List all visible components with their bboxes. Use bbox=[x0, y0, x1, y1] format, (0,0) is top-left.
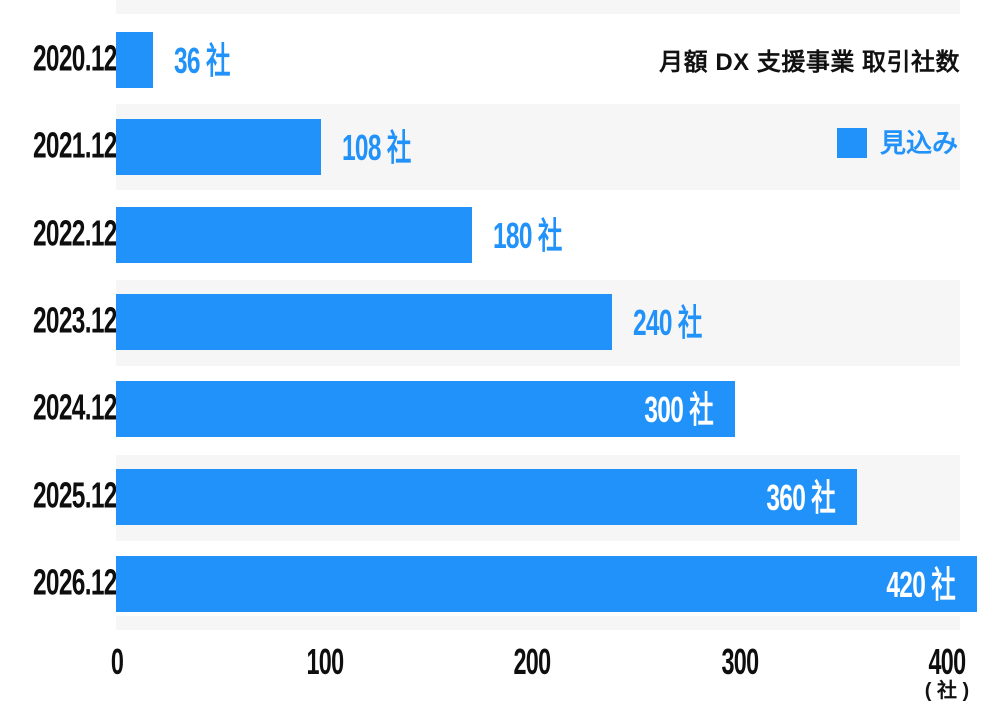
value-label: 300 社 bbox=[644, 389, 713, 431]
chart-row: 2026.12 420 社 bbox=[0, 540, 1000, 627]
chart-title: 月額 DX 支援事業 取引社数 bbox=[659, 49, 960, 76]
x-axis-tick-label: 400 bbox=[928, 641, 967, 682]
bar: 420 社 bbox=[116, 556, 977, 613]
row-stripe bbox=[116, 616, 960, 630]
legend-swatch-icon bbox=[837, 128, 867, 158]
value-label: 108 社 bbox=[342, 127, 411, 169]
value-label: 360 社 bbox=[766, 476, 835, 518]
value-label: 240 社 bbox=[633, 301, 702, 343]
bar bbox=[116, 119, 321, 176]
category-label: 2020.12 bbox=[32, 37, 117, 79]
x-axis-tick-label: 200 bbox=[513, 641, 552, 682]
legend-label: 見込み bbox=[880, 128, 959, 158]
x-axis-tick-label: 300 bbox=[721, 641, 759, 682]
axis-unit-label: ( 社 ) bbox=[924, 680, 970, 702]
category-label: 2026.12 bbox=[32, 561, 117, 603]
chart-row: 2023.12 240 社 bbox=[0, 278, 1000, 365]
chart-row: 2022.12 180 社 bbox=[0, 191, 1000, 278]
x-axis-tick-label: 100 bbox=[306, 641, 344, 682]
category-label: 2022.12 bbox=[32, 211, 117, 253]
bar bbox=[116, 206, 472, 263]
legend: 見込み bbox=[837, 128, 958, 158]
x-axis-tick-label: 0 bbox=[110, 641, 124, 682]
chart-row: 2021.12 108 社 bbox=[0, 104, 1000, 191]
bar: 300 社 bbox=[116, 381, 735, 438]
chart-row: 2024.12 300 社 bbox=[0, 366, 1000, 453]
bar bbox=[116, 294, 612, 351]
category-label: 2023.12 bbox=[32, 299, 117, 341]
value-label: 420 社 bbox=[886, 563, 955, 605]
bar: 360 社 bbox=[116, 468, 857, 525]
category-label: 2021.12 bbox=[32, 124, 117, 166]
value-label: 180 社 bbox=[493, 214, 562, 256]
value-label: 36 社 bbox=[174, 39, 230, 81]
chart-row: 2025.12 360 社 bbox=[0, 453, 1000, 540]
row-stripe bbox=[116, 0, 960, 14]
chart-row: 2020.12 36 社 bbox=[0, 16, 1000, 103]
category-label: 2024.12 bbox=[32, 386, 117, 428]
category-label: 2025.12 bbox=[32, 474, 117, 516]
bar bbox=[116, 31, 153, 88]
